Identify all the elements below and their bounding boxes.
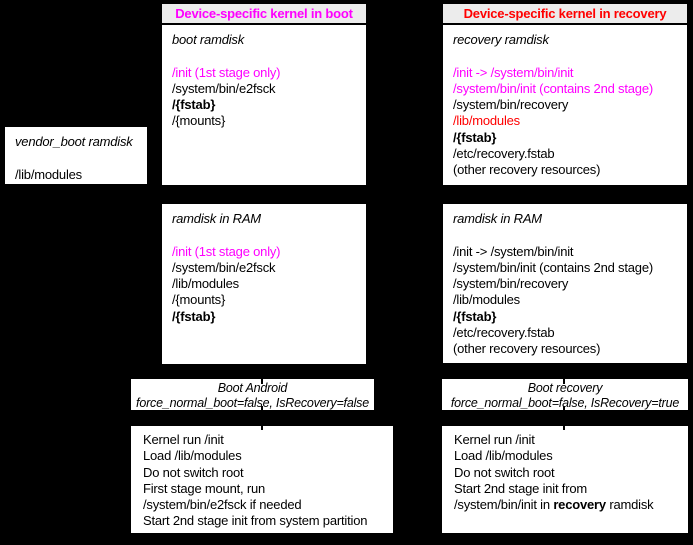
box-line: /system/bin/e2fsck if needed bbox=[143, 497, 302, 513]
box-line bbox=[172, 227, 356, 243]
box-line: Kernel run /init bbox=[143, 432, 224, 447]
box-line: Start 2nd stage init from system partiti… bbox=[143, 513, 368, 529]
boot-recovery-label-params: force_normal_boot=false, IsRecovery=true bbox=[450, 395, 680, 410]
connector-tick bbox=[563, 426, 565, 430]
recovery-ramdisk-lines: /init -> /system/bin/init/system/bin/ini… bbox=[453, 48, 677, 178]
box-line: /{fstab} bbox=[453, 129, 497, 145]
box-line: /{mounts} bbox=[172, 292, 226, 308]
box-line: /system/bin/e2fsck bbox=[172, 80, 276, 96]
box-line: /system/bin/e2fsck bbox=[172, 259, 276, 275]
recovery-ram-title: ramdisk in RAM bbox=[453, 211, 542, 226]
box-line: /lib/modules bbox=[453, 292, 520, 308]
vendor-box-title: vendor_boot ramdisk bbox=[15, 134, 133, 149]
box-line: /{fstab} bbox=[172, 308, 216, 324]
boot-ram-title: ramdisk in RAM bbox=[172, 211, 261, 226]
box-line: /lib/modules bbox=[15, 166, 82, 182]
box-line: First stage mount, run bbox=[143, 480, 266, 496]
box-line: /etc/recovery.fstab bbox=[453, 325, 555, 341]
box-line: /init -> /system/bin/init bbox=[453, 243, 574, 259]
recovery-kernel-header: Device-specific kernel in recovery bbox=[443, 4, 687, 25]
box-line: /system/bin/init (contains 2nd stage) bbox=[453, 259, 653, 275]
box-line: /system/bin/init in recovery ramdisk bbox=[454, 497, 654, 513]
box-line bbox=[453, 227, 677, 243]
box-line bbox=[453, 48, 677, 64]
connector-tick bbox=[261, 426, 263, 430]
boot-kernel-header: Device-specific kernel in boot bbox=[162, 4, 366, 25]
recovery-kernel-box: Device-specific kernel in recovery recov… bbox=[443, 4, 687, 185]
box-line: /init (1st stage only) bbox=[172, 243, 281, 259]
box-line: (other recovery resources) bbox=[453, 162, 601, 178]
recovery-ramdisk-in-ram-box: ramdisk in RAM /init -> /system/bin/init… bbox=[443, 204, 687, 363]
boot-steps-lines: Kernel run /init Load /lib/modules Do not … bbox=[131, 426, 393, 530]
box-line: /{fstab} bbox=[453, 308, 497, 324]
box-line: /system/bin/init (contains 2nd stage) bbox=[453, 80, 653, 96]
box-line: (other recovery resources) bbox=[453, 341, 601, 357]
boot-ramdisk-in-ram-box: ramdisk in RAM /init (1st stage only)/sy… bbox=[162, 204, 366, 364]
box-line: /init (1st stage only) bbox=[172, 64, 281, 80]
box-line: /system/bin/recovery bbox=[453, 97, 569, 113]
box-line: /lib/modules bbox=[172, 276, 239, 292]
boot-kernel-box: Device-specific kernel in boot boot ramd… bbox=[162, 4, 366, 185]
vendor-box-lines: /lib/modules bbox=[15, 150, 137, 183]
boot-android-steps-box: Kernel run /init Load /lib/modules Do not … bbox=[131, 426, 393, 533]
connector-tick bbox=[563, 379, 565, 384]
box-line: Start 2nd stage init from bbox=[454, 480, 588, 496]
boot-android-label-params: force_normal_boot=false, IsRecovery=fals… bbox=[136, 395, 369, 410]
boot-recovery-steps-box: Kernel run /init Load /lib/modules Do not … bbox=[442, 426, 688, 533]
connector-tick bbox=[563, 406, 565, 412]
box-line: Kernel run /init bbox=[454, 432, 535, 447]
box-line: /etc/recovery.fstab bbox=[453, 146, 555, 162]
box-line: Do not switch root bbox=[143, 464, 244, 480]
boot-recovery-label-box: Boot recovery force_normal_boot=false, I… bbox=[442, 379, 688, 410]
box-line: /init -> /system/bin/init bbox=[453, 64, 574, 80]
box-line: Do not switch root bbox=[454, 464, 555, 480]
vendor-boot-ramdisk-box: vendor_boot ramdisk /lib/modules bbox=[5, 127, 147, 184]
box-line: /{fstab} bbox=[172, 97, 216, 113]
boot-android-label-box: Boot Android force_normal_boot=false, Is… bbox=[131, 379, 374, 410]
box-line: /system/bin/recovery bbox=[453, 276, 569, 292]
recovery-ram-lines: /init -> /system/bin/init/system/bin/ini… bbox=[453, 227, 677, 357]
connector-tick bbox=[261, 379, 263, 384]
boot-ramdisk-title: boot ramdisk bbox=[172, 32, 245, 47]
box-line bbox=[15, 150, 137, 166]
recovery-ramdisk-title: recovery ramdisk bbox=[453, 32, 549, 47]
box-line: Load /lib/modules bbox=[143, 448, 242, 464]
box-line: /{mounts} bbox=[172, 113, 226, 129]
boot-ram-lines: /init (1st stage only)/system/bin/e2fsck… bbox=[172, 227, 356, 325]
box-line: /lib/modules bbox=[453, 113, 520, 129]
box-line: Load /lib/modules bbox=[454, 448, 553, 464]
recovery-steps-lines: Kernel run /init Load /lib/modules Do not … bbox=[442, 426, 688, 513]
boot-ramdisk-lines: /init (1st stage only)/system/bin/e2fsck… bbox=[172, 48, 356, 129]
boot-android-label-title: Boot Android bbox=[217, 381, 288, 395]
box-line bbox=[172, 48, 356, 64]
connector-tick bbox=[261, 406, 263, 412]
boot-recovery-label-title: Boot recovery bbox=[527, 381, 603, 395]
